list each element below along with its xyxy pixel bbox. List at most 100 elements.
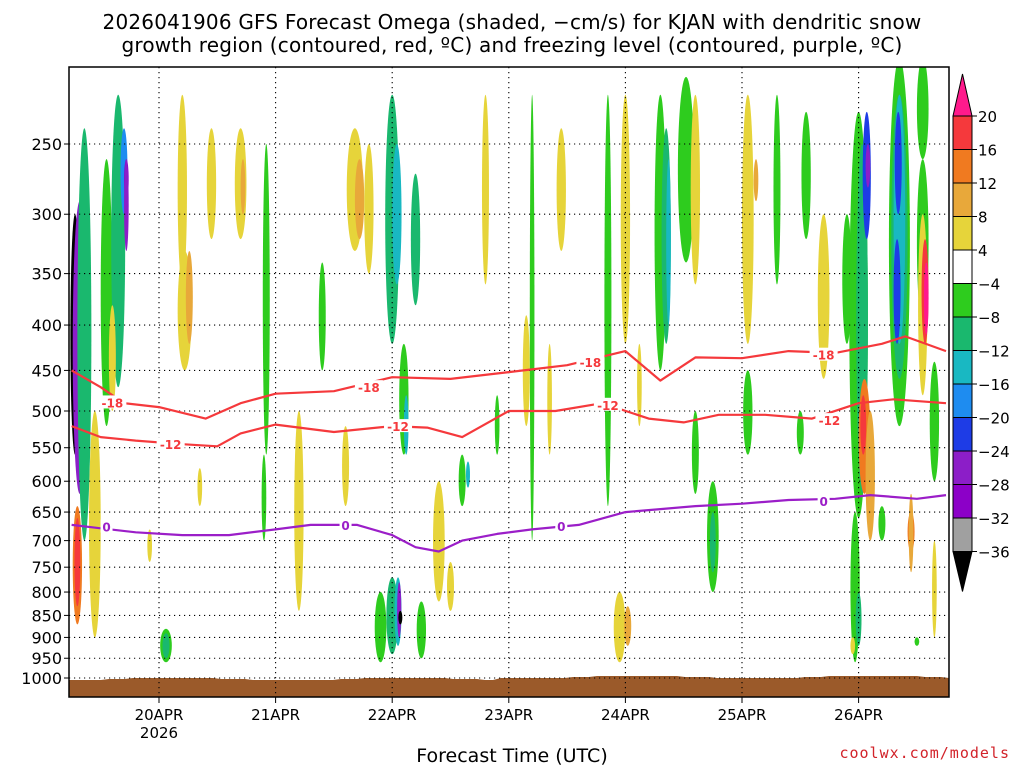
omega-blob [397,582,402,638]
omega-shading-layer [70,67,940,663]
omega-blob [855,592,862,646]
contour-label: -12 [819,414,841,428]
colorbar-segment [952,484,973,519]
x-tick-label: 23APR [484,706,533,724]
y-tick-label: 500 [31,402,62,421]
colorbar-label: −36 [978,544,1010,562]
y-tick-label: 250 [31,135,62,154]
omega-blob [624,606,632,646]
omega-blob [364,144,374,274]
colorbar-label: 16 [978,142,997,160]
omega-blob [842,214,852,344]
omega-blob [613,592,626,663]
omega-blob [374,592,387,663]
y-tick-label: 350 [31,265,62,284]
omega-blob [850,637,856,655]
omega-blob [923,262,929,335]
y-tick-label: 600 [31,472,62,491]
ground-layer [69,676,949,697]
omega-blob [177,94,187,285]
y-tick-label: 900 [31,628,62,647]
contour-label-bg [593,397,622,411]
omega-blob [860,395,867,455]
omega-blob [556,128,566,251]
contour-label-bg [339,517,352,531]
omega-blob [108,305,116,412]
colorbar-segment [952,216,973,251]
contour-label-bg [555,519,568,533]
colorbar-label: −8 [978,309,1000,327]
contour-label: 0 [341,519,349,533]
colorbar-segment [952,450,973,485]
omega-blob [932,540,937,638]
x-tick-label: 24APR [601,706,650,724]
chart-title-line1: 2026041906 GFS Forecast Omega (shaded, −… [102,10,922,34]
omega-blob [620,94,631,344]
colorbar-label: 4 [978,242,988,260]
contour-label: 0 [557,520,565,534]
omega-blob [318,262,326,371]
contour-label: -12 [160,438,182,452]
omega-blob [742,94,754,344]
terrain-ground [69,676,949,697]
omega-blob [74,517,81,607]
omega-blob [410,173,421,306]
omega-blob [89,411,101,638]
chart-title-line2: growth region (contoured, red, ºC) and f… [121,33,903,57]
colorbar-top-arrow [952,73,973,117]
colorbar-label: 12 [978,175,997,193]
omega-blob [865,144,871,188]
omega-blob [433,481,445,602]
omega-blob [908,493,914,573]
colorbar-label: 20 [978,108,997,126]
omega-blob [447,562,454,611]
contour-label: -12 [597,399,619,413]
omega-blob [529,94,535,541]
colorbar-segment [952,115,973,150]
omega-blob [677,76,695,263]
colorbar-label: −20 [978,410,1010,428]
omega-blob [294,411,304,611]
y-tick-label: 750 [31,558,62,577]
omega-blob [743,370,753,455]
x-axis-title: Forecast Time (UTC) [416,745,608,767]
contour-label: -18 [102,396,124,410]
colorbar-segment [952,517,973,552]
omega-blob [929,361,940,482]
omega-blob [893,239,901,344]
omega-blob [354,159,365,240]
colorbar-label: −16 [978,376,1010,394]
contour-label: -12 [387,420,409,434]
omega-blob [637,343,642,427]
contour-label-bg [384,419,413,433]
omega-blob [162,633,170,659]
colorbar: 20 16 12 8 4 −4 −8 −12 −16 −20 −24 −28 −32 −36 [952,73,1010,592]
omega-blob [801,111,811,240]
contour-label: 0 [102,521,110,535]
omega-blob [197,468,203,507]
omega-blob [690,94,701,285]
y-tick-label: 550 [31,439,62,458]
omega-blob [261,454,267,541]
contour-label: -18 [813,349,835,363]
omega-blob [392,144,402,285]
omega-blob [185,250,193,344]
x-tick-label: 22APR [368,706,417,724]
y-tick-label: 800 [31,583,62,602]
contour-label-bg [354,380,383,394]
omega-blob [817,214,830,379]
colorbar-label: −32 [978,510,1010,528]
credit-link[interactable]: coolwx.com/models [839,744,1010,762]
colorbar-label: −28 [978,477,1010,495]
omega-blob [865,411,875,541]
x-tick-label: 26APR [834,706,883,724]
contour-layer: -18 -18 -18 -18 -12 -12 -12 -12 0 0 0 0 [71,335,947,553]
y-tick-label: 450 [31,361,62,380]
omega-blob [894,111,902,215]
contour-label-bg [98,395,127,409]
contour-label-bg [815,413,844,427]
colorbar-bottom-arrow [952,551,973,592]
colorbar-segment [952,182,973,217]
contour-label: -18 [580,356,602,370]
